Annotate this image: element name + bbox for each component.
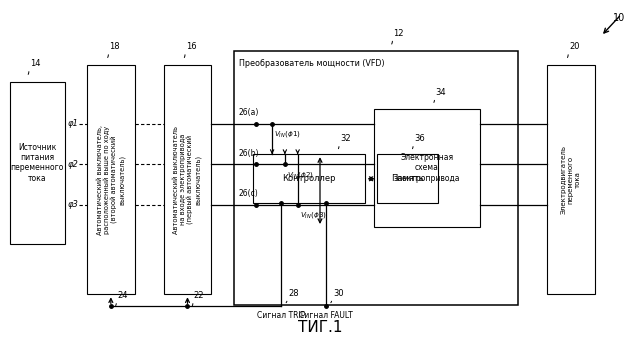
Text: 20: 20	[569, 42, 580, 51]
Bar	[378, 154, 438, 203]
Text: φ2: φ2	[68, 160, 79, 169]
Text: Сигнал FAULT: Сигнал FAULT	[299, 311, 353, 320]
Text: 28: 28	[289, 289, 299, 298]
Text: 12: 12	[394, 29, 404, 38]
Text: 34: 34	[435, 88, 446, 97]
Text: 26(c): 26(c)	[239, 189, 259, 198]
Text: 24: 24	[117, 291, 128, 300]
Text: φ3: φ3	[68, 200, 79, 210]
Text: $V_{IN}(\phi2)$: $V_{IN}(\phi2)$	[287, 170, 314, 179]
Bar	[547, 65, 595, 294]
Text: Память: Память	[392, 174, 424, 183]
Text: Контроллер: Контроллер	[282, 174, 335, 183]
Bar	[374, 109, 479, 227]
Text: Источник
питания
переменного
тока: Источник питания переменного тока	[11, 143, 64, 183]
Bar	[234, 51, 518, 304]
Text: 26(a): 26(a)	[239, 108, 259, 117]
Text: Преобразователь мощности (VFD): Преобразователь мощности (VFD)	[239, 59, 385, 68]
Bar	[253, 154, 365, 203]
Text: 36: 36	[414, 134, 425, 143]
Text: ΤИГ.1: ΤИГ.1	[298, 320, 342, 335]
Text: φ1: φ1	[68, 119, 79, 128]
Text: Автоматический выключатель,
расположенный выше по ходу
(второй автоматический
вы: Автоматический выключатель, расположенны…	[96, 125, 125, 235]
Text: 26(b): 26(b)	[239, 149, 259, 158]
Text: 18: 18	[109, 42, 120, 51]
Text: 10: 10	[613, 13, 625, 22]
Text: 22: 22	[194, 291, 204, 300]
Bar	[10, 82, 65, 244]
Bar	[87, 65, 135, 294]
Text: 14: 14	[29, 59, 40, 68]
Text: 30: 30	[333, 289, 344, 298]
Text: Автоматический выключатель
на входе электропривода
(первый автоматический
выключ: Автоматический выключатель на входе элек…	[173, 126, 202, 234]
Text: $V_{IN}(\phi3)$: $V_{IN}(\phi3)$	[300, 210, 326, 220]
Text: 16: 16	[186, 42, 196, 51]
Bar	[164, 65, 211, 294]
Text: Сигнал TRIP: Сигнал TRIP	[257, 311, 305, 320]
Text: 32: 32	[340, 134, 351, 143]
Text: $V_{IN}(\phi1)$: $V_{IN}(\phi1)$	[274, 129, 301, 139]
Text: Электронная
схема
электропривода: Электронная схема электропривода	[394, 153, 460, 183]
Text: Электродвигатель
переменного
тока: Электродвигатель переменного тока	[561, 145, 580, 214]
